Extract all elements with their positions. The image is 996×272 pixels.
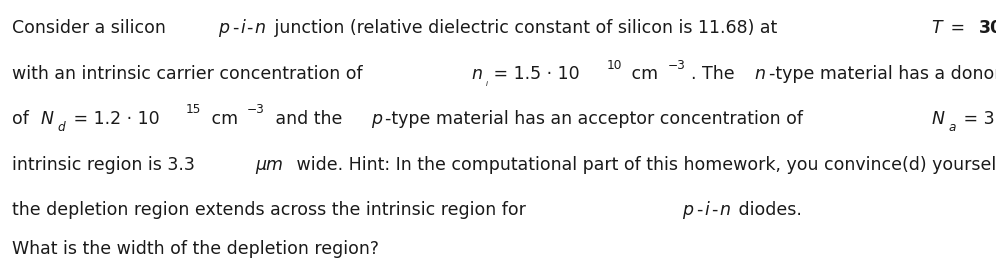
Text: -type material has an acceptor concentration of: -type material has an acceptor concentra…: [384, 110, 809, 128]
Text: -: -: [246, 19, 253, 37]
Text: −3: −3: [247, 103, 265, 116]
Text: i: i: [704, 201, 709, 219]
Text: i: i: [240, 19, 245, 37]
Text: -: -: [711, 201, 717, 219]
Text: diodes.: diodes.: [733, 201, 802, 219]
Text: 10: 10: [607, 58, 622, 72]
Text: n: n: [471, 65, 482, 83]
Text: 300: 300: [978, 19, 996, 37]
Text: N: N: [931, 110, 944, 128]
Text: cm: cm: [205, 110, 238, 128]
Text: = 1.5 · 10: = 1.5 · 10: [488, 65, 580, 83]
Text: junction (relative dielectric constant of silicon is 11.68) at: junction (relative dielectric constant o…: [269, 19, 783, 37]
Text: -: -: [232, 19, 238, 37]
Text: = 1.2 · 10: = 1.2 · 10: [68, 110, 159, 128]
Text: p: p: [217, 19, 229, 37]
Text: with an intrinsic carrier concentration of: with an intrinsic carrier concentration …: [12, 65, 369, 83]
Text: a: a: [948, 120, 955, 134]
Text: What is the width of the depletion region?: What is the width of the depletion regio…: [12, 240, 378, 258]
Text: -type material has a donor concentration: -type material has a donor concentration: [769, 65, 996, 83]
Text: p: p: [682, 201, 693, 219]
Text: the depletion region extends across the intrinsic region for: the depletion region extends across the …: [12, 201, 531, 219]
Text: -: -: [696, 201, 703, 219]
Text: intrinsic region is 3.3: intrinsic region is 3.3: [12, 156, 200, 174]
Text: n: n: [255, 19, 266, 37]
Text: cm: cm: [626, 65, 658, 83]
Text: and the: and the: [270, 110, 348, 128]
Text: −3: −3: [668, 58, 686, 72]
Text: N: N: [41, 110, 54, 128]
Text: =: =: [945, 19, 971, 37]
Text: = 3.5 · 10: = 3.5 · 10: [957, 110, 996, 128]
Text: Consider a silicon: Consider a silicon: [12, 19, 171, 37]
Text: p: p: [371, 110, 381, 128]
Text: 15: 15: [186, 103, 201, 116]
Text: . The: . The: [691, 65, 740, 83]
Text: n: n: [719, 201, 730, 219]
Text: T: T: [931, 19, 942, 37]
Text: n: n: [754, 65, 765, 83]
Text: d: d: [58, 120, 66, 134]
Text: of: of: [12, 110, 34, 128]
Text: μm: μm: [255, 156, 283, 174]
Text: wide. Hint: In the computational part of this homework, you convince(d) yourself: wide. Hint: In the computational part of…: [291, 156, 996, 174]
Text: ᵢ: ᵢ: [486, 76, 488, 89]
